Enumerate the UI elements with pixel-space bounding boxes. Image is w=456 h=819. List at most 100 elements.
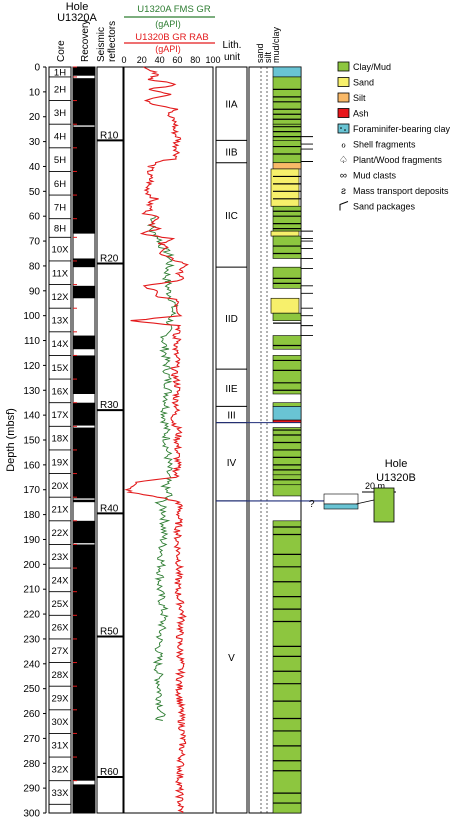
seismic-reflector-label: R50 [100,626,119,637]
rab-curve-label: U1320B GR RAB [135,32,208,43]
depth-axis-label: Depth (mbsf) [5,408,17,472]
depth-tick-label: 200 [23,560,40,571]
lith-bed-sand [270,168,300,207]
legend-label: Foraminifer-bearing clay [353,124,451,134]
core-label: 10X [52,245,70,256]
core-label: 31X [52,741,70,752]
legend-symbol: ℴ [341,140,346,151]
core-label: 26X [52,623,70,634]
gr-column-frame [123,66,214,814]
depth-tick-label: 40 [29,162,41,173]
column-headers: Hole U1320A Core Recovery Seismic reflec… [56,1,281,65]
inset-title-2: U1320B [376,472,416,484]
sand-package-bracket [300,285,313,294]
gr-axis-zero: 0 [121,55,126,65]
inset-title-1: Hole [385,458,408,470]
sand-package-bracket [300,136,313,145]
depth-tick-label: 230 [23,634,40,645]
core-label: 6H [54,179,66,190]
core-label: 19X [52,457,70,468]
legend-symbol: ∞ [340,171,347,182]
lith-bed-sand [270,230,300,237]
depth-tick-label: 100 [23,311,40,322]
legend-label: Mud clasts [353,171,397,181]
depth-tick-label: 160 [23,460,40,471]
depth-tick-label: 110 [24,336,40,347]
core-label: 7H [54,202,66,213]
rab-gr-trace [124,66,189,814]
header-core: Core [56,40,67,62]
core-label: 20X [52,481,70,492]
recovery-gap [73,498,95,500]
depth-tick-label: 210 [23,585,40,596]
legend-swatch [337,123,350,134]
lith-bed-clay [272,140,302,164]
header-seismic-2: reflectors [107,21,118,62]
legend-dot [340,127,342,129]
core-label: 22X [52,528,70,539]
core-label: 30X [52,717,70,728]
fms-curve-unit: (gAPI) [155,19,181,29]
core-label: 12X [52,292,70,303]
depth-tick-label: 50 [29,187,41,198]
gr-tick-label: 40 [155,55,165,65]
depth-tick-label: 290 [23,784,40,795]
depth-tick-label: 130 [23,386,40,397]
seismic-reflector-label: R30 [100,400,119,411]
depth-tick-label: 90 [29,286,41,297]
sand-package-bracket [300,307,313,317]
legend-swatch [337,61,350,72]
seismic-reflector-label: R60 [100,767,119,778]
recovery-gap [73,780,95,785]
core-label: 1H [54,67,66,78]
core-label: 2H [54,84,66,95]
lith-unit-label: IIB [225,148,238,159]
title-hole: Hole [66,1,89,13]
header-lith-1: Lith. [223,40,242,51]
lith-unit-label: IID [225,314,238,325]
recovery-gap [73,298,95,336]
legend-swatch [337,92,350,103]
depth-tick-label: 70 [29,237,41,248]
lith-unit-label: V [228,653,235,664]
inset-column-clay [373,487,395,523]
lith-bed-clay [272,355,302,395]
sand-package-bracket [300,230,313,240]
core-label: 18X [52,434,70,445]
lith-bed-clay [272,484,302,497]
lith-bed-foram [272,66,302,78]
depth-tick-label: 140 [23,411,40,422]
core-label: 28X [52,670,70,681]
legend-label: Silt [353,93,366,103]
depth-tick-label: 260 [23,709,40,720]
gr-tick-label: 20 [137,55,147,65]
core-label: 27X [52,646,70,657]
depth-tick-label: 10 [29,87,41,98]
recovery-gap [73,233,95,259]
core-label: 32X [52,764,70,775]
inset-scale-label: 20 m [365,481,385,491]
gamma-ray-column [123,66,214,814]
core-label: 16X [52,386,70,397]
legend-label: Clay/Mud [353,62,391,72]
core-label: 8H [54,224,66,235]
depth-tick-label: 240 [23,659,40,670]
lith-unit-label: IIE [225,384,238,395]
gr-axis-ticks: 20 40 60 80 100 [137,55,221,65]
inset-question-mark: ? [309,499,315,510]
depth-tick-label: 170 [23,485,40,496]
core-label: 14X [52,339,70,350]
core-label: 15X [52,363,70,374]
seismic-reflector-label: R10 [100,130,119,141]
sand-package-bracket [300,258,313,269]
inset-connector [355,499,375,505]
legend: Clay/Mud Sand Silt Ash Foraminifer-bearing c… [337,61,451,212]
sand-package-bracket [300,240,313,249]
header-sand: sand [255,43,265,63]
fms-gr-trace [146,216,179,721]
depth-tick-label: 150 [23,436,40,447]
recovery-gap [73,425,95,428]
seismic-reflector-label: R40 [100,503,119,514]
legend-swatch [337,77,350,87]
recovery-column [72,66,96,814]
